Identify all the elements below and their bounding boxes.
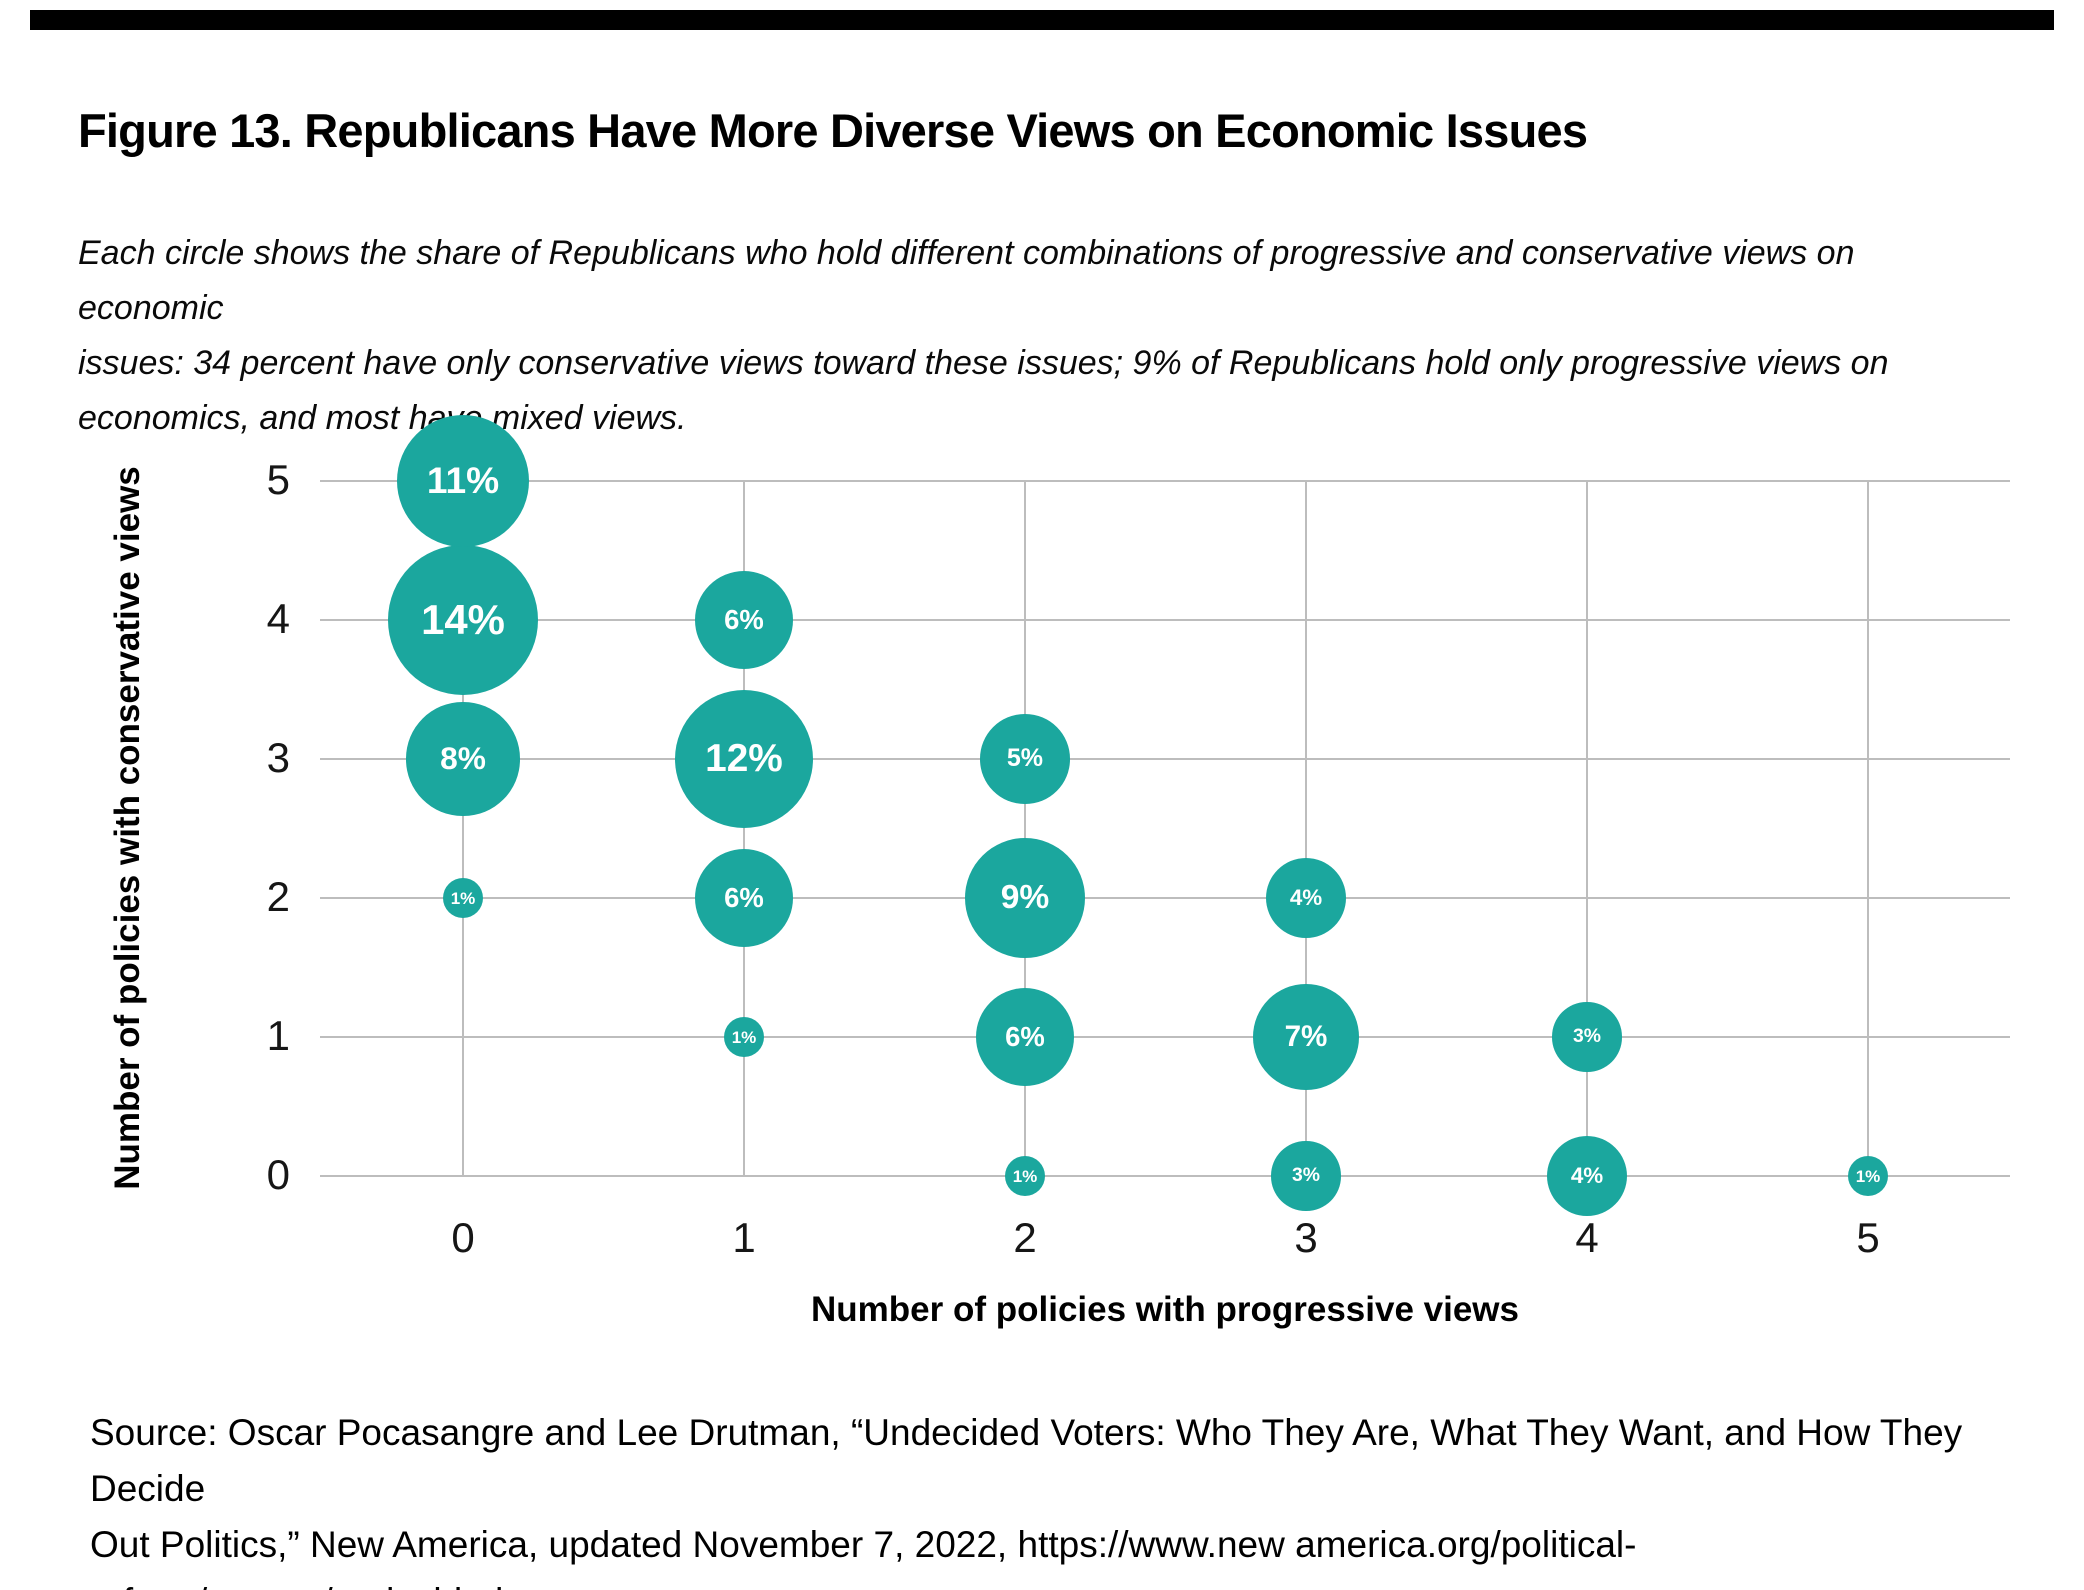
- y-tick-label: 4: [266, 595, 290, 643]
- figure-title: Figure 13. Republicans Have More Diverse…: [78, 104, 1588, 158]
- top-black-bar: [30, 10, 2054, 30]
- bubble-x3-y2: 4%: [1266, 858, 1346, 938]
- bubble-label: 1%: [450, 888, 476, 908]
- bubble-x0-y3: 8%: [406, 702, 520, 816]
- bubble-label: 4%: [1570, 1162, 1604, 1188]
- bubble-x2-y0: 1%: [1005, 1156, 1045, 1196]
- x-tick-label: 4: [1575, 1214, 1599, 1261]
- bubble-x1-y2: 6%: [695, 849, 793, 947]
- bubble-x3-y1: 7%: [1253, 984, 1359, 1090]
- gridline-vertical: [1586, 481, 1588, 1176]
- bubble-x1-y3: 12%: [674, 689, 814, 829]
- bubble-label: 8%: [440, 740, 486, 777]
- gridline-horizontal: [320, 480, 2010, 482]
- bubble-label: 3%: [1291, 1164, 1320, 1187]
- source-text: Source: Oscar Pocasangre and Lee Drutman…: [90, 1412, 1963, 1590]
- bubble-x1-y1: 1%: [724, 1017, 764, 1057]
- y-tick-label: 1: [266, 1012, 290, 1060]
- bubble-label: 1%: [1012, 1166, 1038, 1186]
- gridline-horizontal: [320, 758, 2010, 760]
- x-tick-label: 5: [1856, 1214, 1880, 1261]
- bubble-label: 12%: [705, 736, 783, 780]
- y-axis-title: Number of policies with conservative vie…: [108, 466, 147, 1190]
- bubble-label: 1%: [731, 1027, 757, 1047]
- gridline-vertical: [1024, 481, 1026, 1176]
- x-tick-label: 2: [1013, 1214, 1037, 1261]
- gridline-horizontal: [320, 1036, 2010, 1038]
- bubble-x0-y5: 11%: [396, 414, 530, 548]
- gridline-vertical: [743, 481, 745, 1176]
- bubble-label: 14%: [421, 596, 505, 644]
- bubble-label: 7%: [1284, 1020, 1328, 1054]
- gridline-vertical: [1305, 481, 1307, 1176]
- x-axis-title: Number of policies with progressive view…: [811, 1290, 1519, 1329]
- bubble-x4-y1: 3%: [1552, 1002, 1622, 1072]
- bubble-x0-y2: 1%: [443, 878, 483, 918]
- gridline-horizontal: [320, 619, 2010, 621]
- bubble-x2-y2: 9%: [965, 838, 1085, 958]
- bubble-label: 6%: [724, 604, 764, 636]
- x-tick-label: 3: [1294, 1214, 1318, 1261]
- y-tick-label: 0: [266, 1151, 290, 1199]
- bubble-x3-y0: 3%: [1271, 1141, 1341, 1211]
- bubble-label: 9%: [1000, 879, 1050, 917]
- bubble-label: 4%: [1289, 884, 1323, 910]
- bubble-x2-y3: 5%: [980, 714, 1070, 804]
- bubble-label: 1%: [1855, 1166, 1881, 1186]
- y-tick-label: 3: [266, 734, 290, 782]
- bubble-x4-y0: 4%: [1547, 1136, 1627, 1216]
- bubble-label: 5%: [1006, 744, 1044, 773]
- bubble-label: 11%: [426, 459, 500, 502]
- y-tick-label: 2: [266, 873, 290, 921]
- gridline-vertical: [462, 481, 464, 1176]
- gridline-horizontal: [320, 1175, 2010, 1177]
- bubble-x5-y0: 1%: [1848, 1156, 1888, 1196]
- bubble-label: 6%: [1005, 1021, 1045, 1053]
- bubble-x2-y1: 6%: [976, 988, 1074, 1086]
- x-tick-label: 0: [451, 1214, 475, 1261]
- bubble-label: 6%: [724, 882, 764, 914]
- x-tick-label: 1: [732, 1214, 756, 1261]
- gridline-horizontal: [320, 897, 2010, 899]
- bubble-label: 3%: [1572, 1025, 1601, 1048]
- bubble-x1-y4: 6%: [695, 571, 793, 669]
- y-tick-label: 5: [266, 456, 290, 504]
- gridline-vertical: [1867, 481, 1869, 1176]
- bubble-x0-y4: 14%: [388, 545, 538, 695]
